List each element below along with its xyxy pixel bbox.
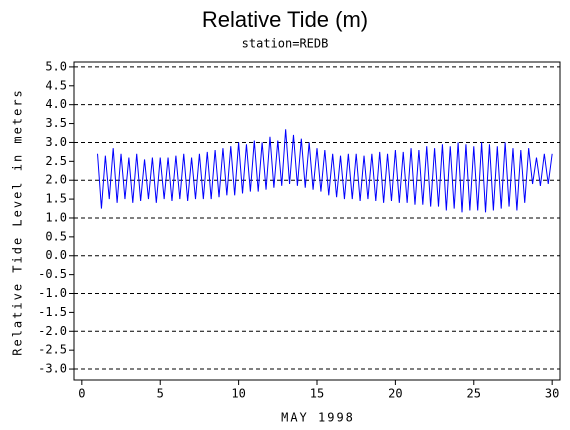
y-tick-label: 4.5 (45, 78, 67, 92)
x-tick-label: 0 (78, 387, 85, 401)
x-tick-label: 30 (545, 387, 559, 401)
y-tick-label: 2.0 (45, 173, 67, 187)
y-tick-label: 0.0 (45, 248, 67, 262)
y-tick-label: 2.5 (45, 154, 67, 168)
x-tick-label: 5 (157, 387, 164, 401)
y-tick-label: 1.0 (45, 210, 67, 224)
x-tick-label: 10 (231, 387, 245, 401)
chart-subtitle: station=REDB (242, 37, 329, 51)
y-tick-label: 5.0 (45, 59, 67, 73)
x-tick-label: 20 (388, 387, 402, 401)
y-axis-label: Relative Tide Level in meters (11, 88, 25, 356)
y-tick-label: 4.0 (45, 97, 67, 111)
y-tick-label: -3.0 (38, 362, 67, 376)
y-tick-label: 3.0 (45, 135, 67, 149)
y-tick-label: -1.0 (38, 286, 67, 300)
x-tick-label: 25 (467, 387, 481, 401)
plot-frame (73, 61, 561, 381)
y-tick-label: -2.5 (38, 343, 67, 357)
y-tick-label: 3.5 (45, 116, 67, 130)
chart-title: Relative Tide (m) (202, 7, 368, 32)
y-tick-label: -1.5 (38, 305, 67, 319)
y-tick-label: 1.5 (45, 192, 67, 206)
y-tick-label: -0.5 (38, 267, 67, 281)
x-axis-label: MAY 1998 (281, 411, 355, 425)
y-tick-label: 0.5 (45, 229, 67, 243)
y-tick-label: -2.0 (38, 324, 67, 338)
x-tick-label: 15 (310, 387, 324, 401)
tide-line (97, 129, 553, 213)
